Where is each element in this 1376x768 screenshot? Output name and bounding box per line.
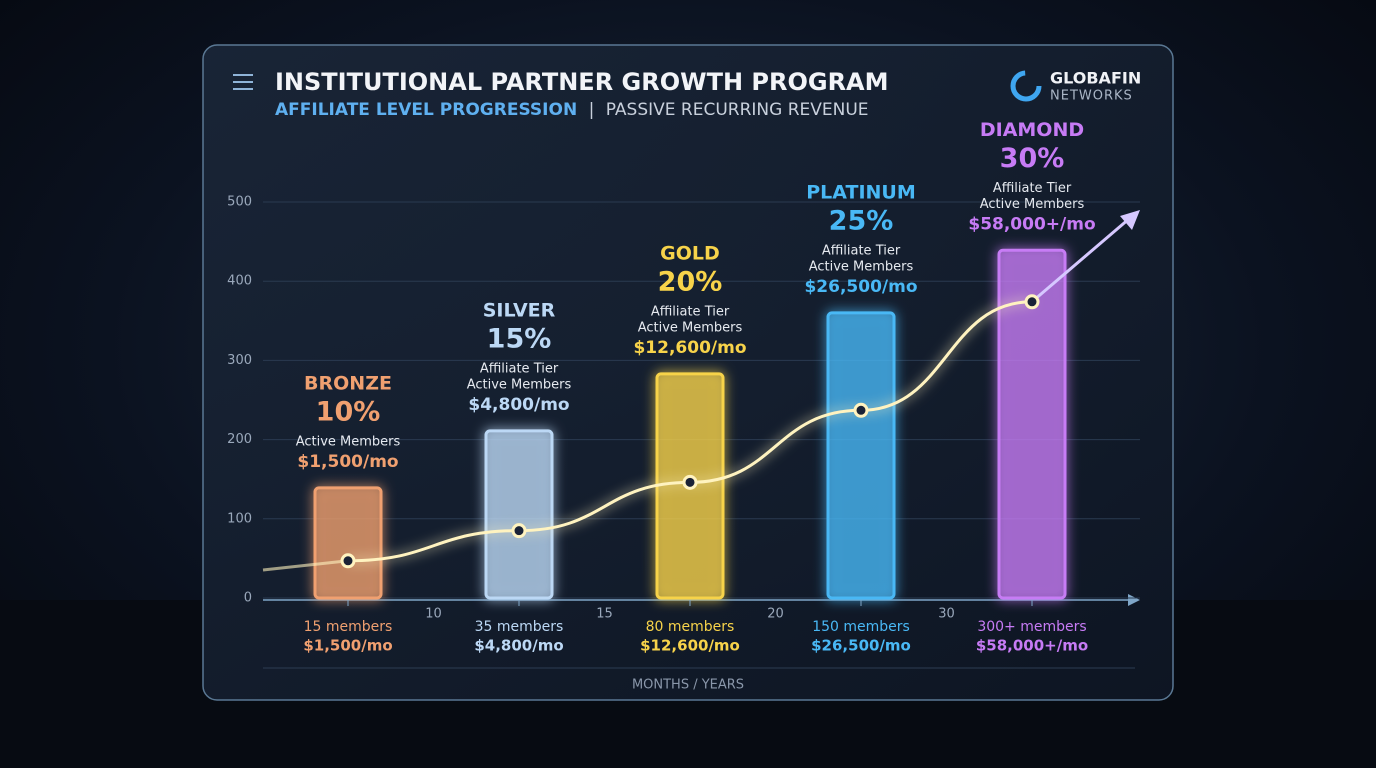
- bar: [826, 311, 896, 600]
- tier-members: 300+ members: [977, 619, 1086, 635]
- y-tick-label: 400: [227, 274, 252, 289]
- y-tick-label: 200: [227, 432, 252, 447]
- trend-point: [1024, 294, 1040, 310]
- trend-line: [347, 300, 1033, 563]
- tier-note: Active Members: [980, 197, 1085, 212]
- tier-members: 35 members: [475, 619, 564, 635]
- tier-bottom-revenue: $4,800/mo: [474, 637, 563, 655]
- tier-note: Active Members: [296, 434, 401, 449]
- x-tick-label: 20: [767, 607, 784, 622]
- bar: [484, 429, 554, 600]
- y-tick-label: 300: [227, 353, 252, 368]
- tier-rate: 30%: [1000, 143, 1065, 174]
- tier-revenue: $26,500/mo: [804, 277, 917, 297]
- x-axis-label: MONTHS / YEARS: [632, 678, 744, 693]
- tier-revenue: $4,800/mo: [468, 395, 569, 415]
- tier-name: PLATINUM: [806, 181, 916, 203]
- subtitle-tail: PASSIVE RECURRING REVENUE: [606, 100, 869, 120]
- brand-name: GLOBAFIN: [1050, 69, 1141, 88]
- tier-members: 80 members: [646, 619, 735, 635]
- brand-logo: [1010, 70, 1042, 102]
- tier-name: GOLD: [660, 242, 720, 264]
- x-tick-label: 30: [938, 607, 955, 622]
- brand-sub: NETWORKS: [1050, 89, 1133, 104]
- chart-title: INSTITUTIONAL PARTNER GROWTH PROGRAM: [275, 68, 889, 96]
- tier-note: Active Members: [467, 377, 572, 392]
- tier-bottom-revenue: $58,000+/mo: [976, 637, 1088, 655]
- tier-revenue: $1,500/mo: [297, 452, 398, 472]
- tier-note: Affiliate Tier: [993, 181, 1072, 196]
- tier-members: 150 members: [812, 619, 910, 635]
- trend-point: [853, 402, 869, 418]
- y-tick-label: 500: [227, 195, 252, 210]
- x-tick-label: 15: [596, 607, 613, 622]
- y-tick-label: 0: [244, 591, 252, 606]
- tier-note: Affiliate Tier: [480, 361, 559, 376]
- tier-note: Affiliate Tier: [822, 243, 901, 258]
- tier-bottom-revenue: $12,600/mo: [640, 637, 740, 655]
- tier-name: DIAMOND: [980, 119, 1084, 141]
- tier-bottom-revenue: $1,500/mo: [303, 637, 392, 655]
- tier-bottom-revenue: $26,500/mo: [811, 637, 911, 655]
- tier-name: BRONZE: [304, 372, 392, 394]
- trend-point: [511, 523, 527, 539]
- trend-point: [682, 474, 698, 490]
- tier-name: SILVER: [483, 299, 556, 321]
- tier-revenue: $58,000+/mo: [968, 214, 1095, 234]
- tier-rate: 15%: [487, 323, 552, 354]
- bar: [313, 486, 383, 600]
- x-axis-arrow: [1128, 594, 1140, 606]
- subtitle-separator: |: [589, 100, 595, 120]
- tier-note: Active Members: [809, 259, 914, 274]
- trend-arrow-shaft: [1031, 216, 1131, 303]
- tier-note: Active Members: [638, 320, 743, 335]
- trend-point: [340, 553, 356, 569]
- menu-icon[interactable]: [233, 74, 253, 90]
- subtitle: AFFILIATE LEVEL PROGRESSION | PASSIVE RE…: [275, 100, 869, 120]
- tier-rate: 10%: [316, 396, 381, 427]
- tier-rate: 25%: [829, 205, 894, 236]
- trend-arrow-head: [1120, 210, 1140, 230]
- bar: [997, 248, 1067, 600]
- tier-note: Affiliate Tier: [651, 304, 730, 319]
- y-tick-label: 100: [227, 511, 252, 526]
- tier-members: 15 members: [304, 619, 393, 635]
- tier-revenue: $12,600/mo: [633, 338, 746, 358]
- trend-lead: [262, 559, 349, 572]
- tier-rate: 20%: [658, 266, 723, 297]
- subtitle-main: AFFILIATE LEVEL PROGRESSION: [275, 100, 577, 120]
- x-tick-label: 10: [425, 607, 442, 622]
